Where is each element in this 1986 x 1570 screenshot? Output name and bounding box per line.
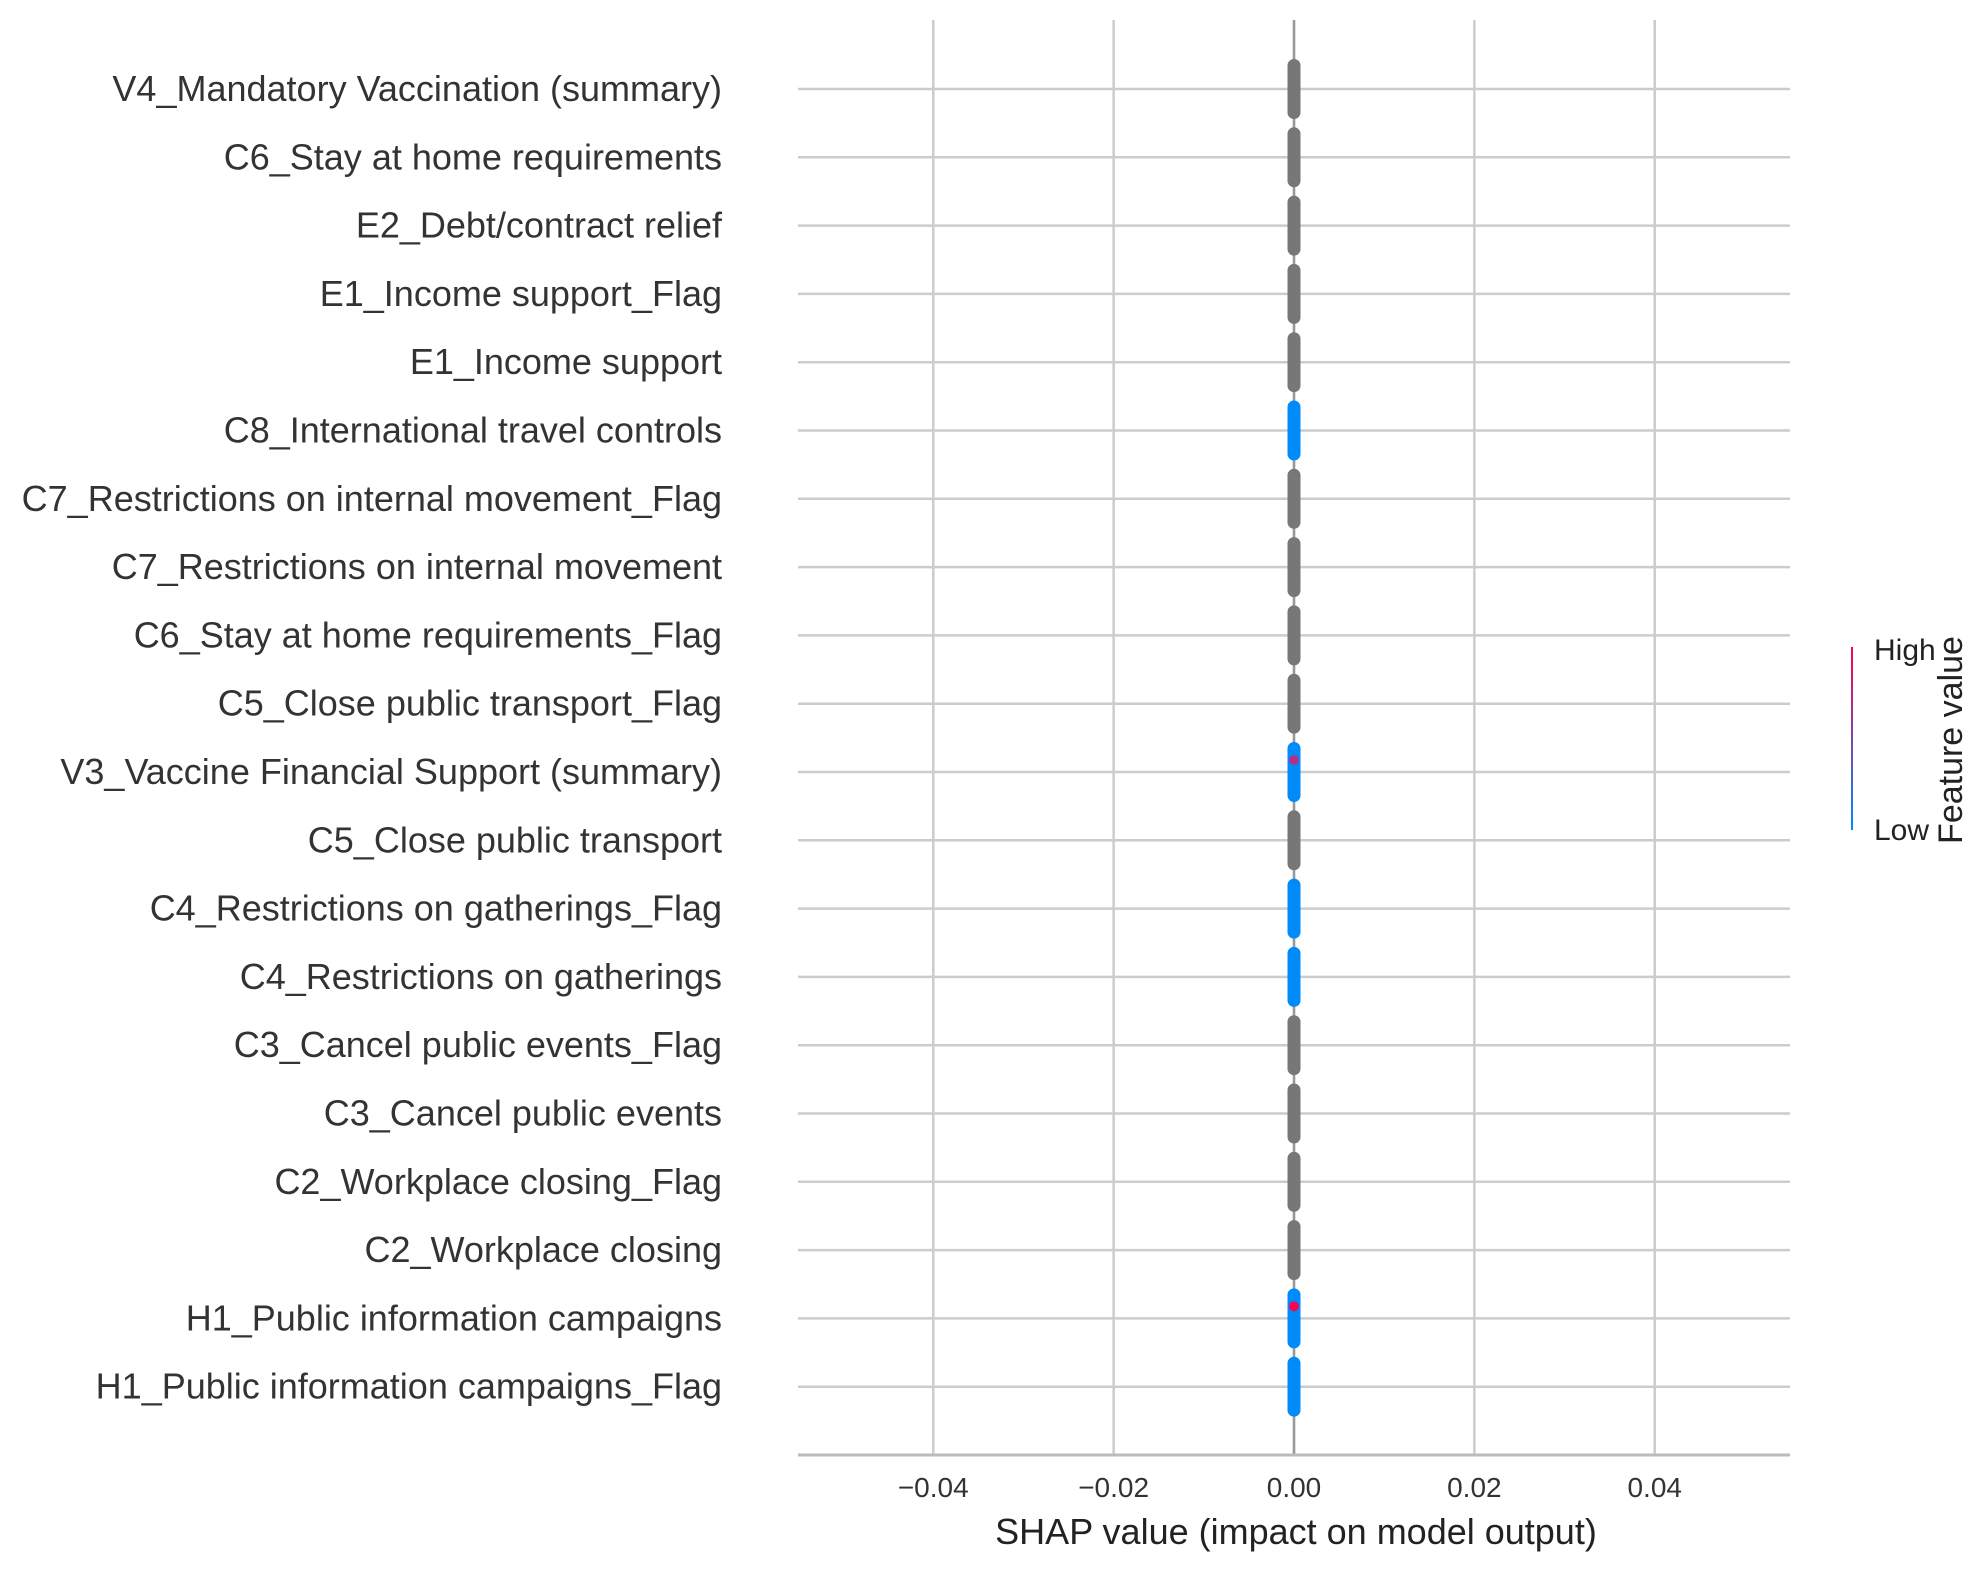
x-axis-label: SHAP value (impact on model output) <box>995 1511 1597 1552</box>
x-tick-label: 0.00 <box>1267 1472 1322 1503</box>
shap-point-cluster <box>1287 673 1301 734</box>
feature-label: C3_Cancel public events_Flag <box>234 1024 722 1065</box>
shap-point-cluster <box>1287 946 1301 1007</box>
colorbar-gradient <box>1851 647 1853 830</box>
shap-point-cluster <box>1287 127 1301 188</box>
colorbar-low-label: Low <box>1874 814 1929 847</box>
feature-label: C4_Restrictions on gatherings <box>240 956 722 997</box>
feature-label: H1_Public information campaigns <box>186 1297 722 1338</box>
shap-point-cluster <box>1287 742 1301 802</box>
feature-label: C2_Workplace closing_Flag <box>274 1161 722 1202</box>
shap-point-cluster <box>1287 537 1301 598</box>
shap-point-cluster <box>1287 605 1301 666</box>
feature-label: C5_Close public transport <box>308 819 722 860</box>
shap-point-cluster <box>1287 1356 1301 1417</box>
feature-label: C8_International travel controls <box>224 410 722 451</box>
feature-label: C7_Restrictions on internal movement_Fla… <box>22 478 722 519</box>
shap-point-high <box>1289 755 1299 765</box>
feature-label: E2_Debt/contract relief <box>356 205 723 246</box>
feature-label: V4_Mandatory Vaccination (summary) <box>112 68 722 109</box>
x-axis: −0.04 −0.02 0.00 0.02 0.04 <box>798 1453 1790 1503</box>
shap-point-cluster <box>1287 1015 1301 1076</box>
colorbar: High Low Feature value <box>1851 634 1970 847</box>
feature-label: C6_Stay at home requirements <box>224 136 722 177</box>
feature-label: C5_Close public transport_Flag <box>218 683 722 724</box>
feature-label: C6_Stay at home requirements_Flag <box>134 614 722 655</box>
x-tick-label: 0.04 <box>1627 1472 1682 1503</box>
x-tick-label: −0.04 <box>898 1472 969 1503</box>
shap-point-cluster <box>1287 332 1301 393</box>
shap-point-cluster <box>1287 400 1301 461</box>
feature-label: C3_Cancel public events <box>324 1093 722 1134</box>
colorbar-high-label: High <box>1874 634 1936 667</box>
feature-label: C2_Workplace closing <box>364 1229 722 1270</box>
shap-point-cluster <box>1287 1151 1301 1212</box>
shap-point-cluster <box>1287 59 1301 119</box>
feature-label: V3_Vaccine Financial Support (summary) <box>60 751 722 792</box>
x-tick-label: 0.02 <box>1447 1472 1502 1503</box>
feature-label: E1_Income support <box>410 341 722 382</box>
grid <box>932 20 1656 1455</box>
shap-point-cluster <box>1287 263 1301 324</box>
feature-label: C4_Restrictions on gatherings_Flag <box>150 888 722 929</box>
shap-point-cluster <box>1287 195 1301 256</box>
feature-rows: V4_Mandatory Vaccination (summary) C6_Sta… <box>22 59 1790 1417</box>
feature-label: E1_Income support_Flag <box>320 273 722 314</box>
shap-point-cluster <box>1287 468 1301 529</box>
feature-label: C7_Restrictions on internal movement <box>112 546 722 587</box>
shap-point-cluster <box>1287 878 1301 939</box>
feature-label: H1_Public information campaigns_Flag <box>96 1366 722 1407</box>
x-tick-label: −0.02 <box>1078 1472 1149 1503</box>
colorbar-title: Feature value <box>1932 636 1970 844</box>
shap-point-high <box>1289 1301 1299 1312</box>
shap-point-cluster <box>1287 1288 1301 1349</box>
shap-point-cluster <box>1287 1083 1301 1144</box>
shap-point-cluster <box>1287 1220 1301 1281</box>
shap-point-cluster <box>1287 810 1301 871</box>
